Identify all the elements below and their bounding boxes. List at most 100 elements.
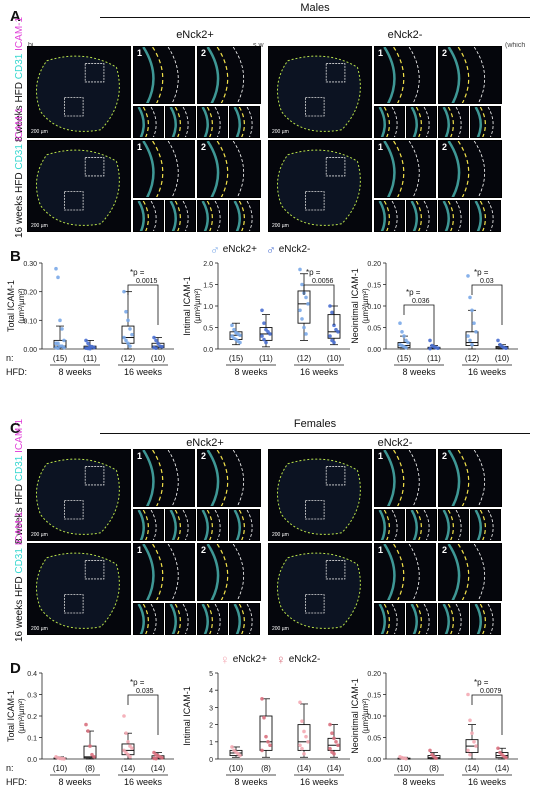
data-point (304, 295, 308, 300)
hfd-label: 8 weeks (58, 777, 92, 787)
significance-text: *p = (130, 268, 145, 277)
micrograph-zoom-2: 2 (438, 449, 502, 507)
caption-fragment: (which (505, 42, 526, 49)
n-label: (10) (397, 764, 412, 773)
micrograph-overview: 200 µm (27, 46, 131, 138)
row-label: 16 weeks HFD CD31 ICAM-1 (14, 511, 25, 642)
micrograph-channel (406, 106, 437, 138)
n-axis-name: n: (6, 763, 14, 773)
data-point (330, 731, 334, 735)
micrograph-zoom-1: 1 (133, 543, 195, 601)
scale-bar-label: 200 µm (272, 626, 289, 632)
data-point (504, 755, 508, 760)
micrograph-overview: 200 µm (27, 543, 131, 635)
y-tick-label: 0.4 (27, 671, 37, 678)
scale-bar-label: 200 µm (31, 626, 48, 632)
micrograph-channel (470, 106, 501, 138)
micrograph-channel (438, 509, 469, 541)
panel-label-b: B (10, 248, 21, 265)
n-label: (10) (327, 354, 342, 363)
data-point (332, 323, 336, 328)
scale-bar-label: 200 µm (31, 223, 48, 229)
data-point (60, 327, 64, 331)
scale-bar-label: 200 µm (272, 129, 289, 135)
data-point (264, 340, 268, 345)
significance-bracket (127, 694, 159, 735)
y-axis-unit: (µm²/µm²) (17, 288, 26, 324)
micrograph-channel (229, 509, 260, 541)
significance-bracket (403, 304, 435, 345)
sex-header-females: Females (293, 418, 337, 430)
significance-text: *p = (406, 288, 421, 297)
y-tick-label: 0.0 (203, 347, 213, 354)
micrograph-channel (374, 106, 405, 138)
zoom-region-number: 2 (442, 142, 448, 152)
data-point (126, 318, 130, 323)
data-point (124, 731, 128, 735)
zoom-region-number: 1 (137, 48, 143, 58)
significance-bracket (303, 284, 335, 325)
data-point (154, 346, 158, 350)
data-point (56, 341, 60, 346)
data-point (54, 266, 58, 271)
micrograph-channel (438, 603, 469, 635)
y-tick-label: 4 (209, 688, 213, 695)
data-point (328, 746, 332, 751)
data-point (328, 722, 332, 727)
data-point (62, 338, 66, 343)
data-point (474, 330, 478, 334)
micrograph-channel (438, 200, 469, 232)
y-axis-label: Total ICAM-1 (6, 280, 16, 332)
data-point (84, 722, 88, 727)
y-tick-label: 2 (209, 723, 213, 730)
micrograph-channel (374, 509, 405, 541)
hfd-label: 16 weeks (468, 367, 507, 377)
n-label: (10) (53, 764, 68, 773)
data-point (428, 338, 432, 343)
hfd-label: 16 weeks (300, 367, 339, 377)
data-point (124, 338, 128, 343)
y-axis-unit: (µm²/µm²) (361, 698, 370, 734)
data-point (470, 731, 474, 735)
y-tick-label: 0.3 (27, 693, 37, 700)
n-label: (14) (151, 764, 166, 773)
data-point (306, 740, 310, 744)
p-value: 0.0056 (312, 278, 334, 285)
y-tick-label: 0.00 (367, 347, 381, 354)
data-point (88, 744, 92, 748)
zoom-region-number: 1 (378, 48, 384, 58)
data-point (268, 743, 272, 748)
p-value: 0.0079 (480, 688, 502, 695)
data-point (302, 752, 306, 756)
hfd-label: 16 weeks (468, 777, 507, 787)
y-tick-label: 0.20 (367, 261, 381, 268)
hfd-label: 16 weeks (124, 777, 163, 787)
data-point (128, 327, 132, 331)
female-symbol-icon: ♀ (220, 652, 230, 667)
micrograph-channel (374, 603, 405, 635)
scale-bar-label: 200 µm (31, 129, 48, 135)
data-point (504, 346, 508, 350)
panel-label-c: C (10, 420, 21, 437)
data-point (466, 274, 470, 278)
caption-fragment: bi (28, 42, 33, 49)
micrograph-channel (374, 200, 405, 232)
significance-bracket (127, 284, 159, 325)
data-point (298, 308, 302, 313)
data-point (86, 341, 90, 346)
micrograph-channel (133, 200, 164, 232)
data-point (238, 340, 242, 345)
data-point (402, 334, 406, 338)
micrograph-channel (133, 603, 164, 635)
hfd-label: 8 weeks (402, 367, 436, 377)
data-point (466, 748, 470, 753)
data-point (468, 718, 472, 723)
micrograph-zoom-2: 2 (197, 46, 261, 104)
n-label: (12) (121, 354, 136, 363)
micrograph-channel (438, 106, 469, 138)
data-point (92, 345, 96, 350)
data-point (474, 744, 478, 748)
y-tick-label: 0.1 (27, 736, 37, 743)
n-label: (12) (465, 354, 480, 363)
data-point (260, 748, 264, 753)
